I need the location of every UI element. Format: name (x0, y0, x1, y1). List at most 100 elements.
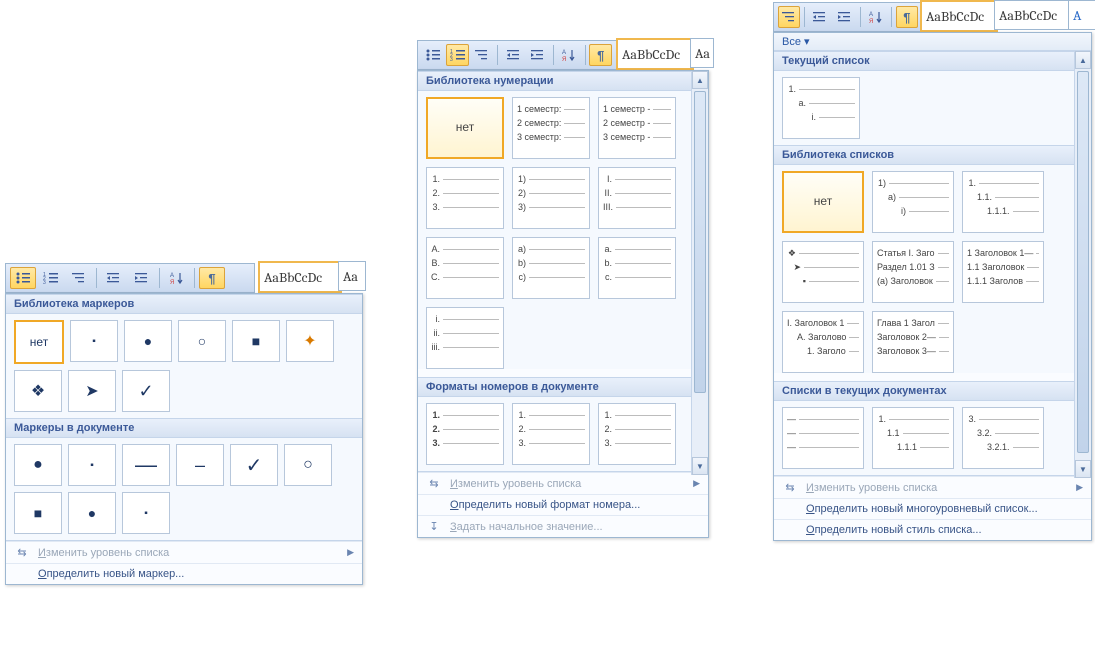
bullet-tile-disc2[interactable]: ● (68, 492, 116, 534)
list-tile[interactable]: I.II.III. (598, 167, 676, 229)
multilevel-button[interactable] (471, 44, 493, 66)
menu-label: Изменить уровень списка (450, 478, 581, 490)
bullet-tile-circle[interactable]: ○ (178, 320, 226, 362)
list-tile[interactable]: 1.2.3. (598, 403, 676, 465)
indent-increase-button[interactable] (833, 6, 855, 28)
list-tile-none[interactable]: нет (782, 171, 864, 233)
bullet-tile-disc[interactable]: ● (124, 320, 172, 362)
separator (585, 45, 586, 65)
numbering-library-header: Библиотека нумерации (418, 71, 708, 91)
list-tile[interactable]: a)b)c) (512, 237, 590, 299)
list-tile[interactable]: 1.1.11.1.1 (872, 407, 954, 469)
style-normal[interactable]: AaBbCcDc (258, 261, 342, 293)
svg-text:A: A (170, 273, 174, 279)
menu-define-new-number-format[interactable]: Определить новый формат номера... (418, 494, 708, 515)
list-tile[interactable]: 1.2.3. (426, 167, 504, 229)
indent-increase-button[interactable] (129, 267, 155, 289)
number-icon: ↧ (426, 520, 442, 533)
bullet-tile-check[interactable]: ✓ (122, 370, 170, 412)
sort-button[interactable]: AЯ (865, 6, 887, 28)
menu-define-new-bullet[interactable]: Определить новый маркер... (6, 563, 362, 584)
bullet-tile-4diamond[interactable]: ❖ (14, 370, 62, 412)
list-tile[interactable]: Статья I. ЗагоРаздел 1.01 З(a) Заголовок (872, 241, 954, 303)
bullet-tile-square[interactable]: ■ (232, 320, 280, 362)
menu-change-list-level[interactable]: ⇆ Изменить уровень списка ▶ (6, 541, 362, 563)
numbering-panel: Библиотека нумерации нет1 семестр:2 семе… (417, 70, 709, 538)
bullets-library-header: Библиотека маркеров (6, 294, 362, 314)
menu-set-numbering-value[interactable]: ↧ Задать начальное значение... (418, 515, 708, 537)
list-tile[interactable]: ❖➤▪ (782, 241, 864, 303)
list-tile[interactable]: 1.2.3. (426, 403, 504, 465)
numbering-button[interactable]: 123 (446, 44, 468, 66)
indent-increase-button[interactable] (527, 44, 549, 66)
menu-change-list-level[interactable]: ⇆ Изменить уровень списка ▶ (774, 476, 1091, 498)
style-preview-text: Aa (343, 268, 358, 285)
list-tile[interactable]: 3.3.2.3.2.1. (962, 407, 1044, 469)
bullet-tile-4color[interactable]: ✦ (286, 320, 334, 362)
numbering-button[interactable]: 123 (38, 267, 64, 289)
bullets-button[interactable] (422, 44, 444, 66)
multilevel-all-dropdown[interactable]: Все ▾ (774, 33, 1091, 51)
bullet-tile-none[interactable]: нет (14, 320, 64, 364)
list-tile[interactable]: 1.2.3. (512, 403, 590, 465)
pilcrow-button[interactable]: ¶ (589, 44, 611, 66)
bullets-button[interactable] (10, 267, 36, 289)
style-next[interactable]: AaBbCcDc (994, 0, 1070, 30)
scroll-down-icon[interactable]: ▼ (1075, 460, 1091, 478)
style-next2[interactable]: A (1068, 0, 1095, 30)
style-normal[interactable]: AaBbCcDc (616, 38, 694, 70)
list-tile[interactable]: 1 Заголовок 1—1.1 Заголовок1.1.1 Заголов (962, 241, 1044, 303)
scroll-thumb[interactable] (694, 91, 706, 393)
list-tile-none[interactable]: нет (426, 97, 504, 159)
list-tile[interactable]: ——— (782, 407, 864, 469)
scroll-down-icon[interactable]: ▼ (692, 457, 708, 475)
style-next[interactable]: Aa (338, 261, 366, 291)
indent-decrease-button[interactable] (809, 6, 831, 28)
list-tile[interactable]: i.ii.iii. (426, 307, 504, 369)
bullet-tile-dash[interactable]: ▪ (70, 320, 118, 362)
scroll-thumb[interactable] (1077, 71, 1089, 453)
scroll-up-icon[interactable]: ▲ (1075, 51, 1091, 69)
list-tile[interactable]: 1)a)i) (872, 171, 954, 233)
indent-decrease-button[interactable] (101, 267, 127, 289)
sort-button[interactable]: AЯ (558, 44, 580, 66)
multilevel-doc-header: Списки в текущих документах (774, 381, 1091, 401)
menu-label: Определить новый маркер... (38, 568, 184, 580)
menu-define-new-multilevel[interactable]: Определить новый многоуровневый список..… (774, 498, 1091, 519)
list-tile[interactable]: 1 семестр -2 семестр -3 семестр - (598, 97, 676, 159)
list-tile[interactable]: 1.1.1.1.1.1. (962, 171, 1044, 233)
bullet-tile-check[interactable]: ✓ (230, 444, 278, 486)
separator (804, 7, 805, 27)
list-tile[interactable]: 1 семестр:2 семестр:3 семестр: (512, 97, 590, 159)
bullet-tile-en-dash[interactable]: – (176, 444, 224, 486)
scrollbar[interactable]: ▲ ▼ (1074, 51, 1091, 478)
list-tile[interactable]: A.B.C. (426, 237, 504, 299)
multilevel-button[interactable] (66, 267, 92, 289)
bullet-tile-arrow[interactable]: ➤ (68, 370, 116, 412)
list-tile[interactable]: a.b.c. (598, 237, 676, 299)
list-tile[interactable]: Глава 1 ЗаголЗаголовок 2—Заголовок 3— (872, 311, 954, 373)
multilevel-button[interactable] (778, 6, 800, 28)
menu-define-new-list-style[interactable]: Определить новый стиль списка... (774, 519, 1091, 540)
menu-change-list-level[interactable]: ⇆ Изменить уровень списка ▶ (418, 472, 708, 494)
bullet-tile-em-dash[interactable]: — (122, 444, 170, 486)
sort-button[interactable]: AЯ (164, 267, 190, 289)
bullets-doc-header: Маркеры в документе (6, 418, 362, 438)
scrollbar[interactable]: ▲ ▼ (691, 71, 708, 475)
bullet-tile-circle[interactable]: ○ (284, 444, 332, 486)
pilcrow-button[interactable]: ¶ (896, 6, 918, 28)
list-tile[interactable]: I. Заголовок 1A. Заголово1. Заголо (782, 311, 864, 373)
style-preview-text: AaBbCcDc (926, 8, 984, 25)
bullet-tile-dash2[interactable]: ▪ (122, 492, 170, 534)
pilcrow-button[interactable]: ¶ (199, 267, 225, 289)
scroll-up-icon[interactable]: ▲ (692, 71, 708, 89)
separator (96, 268, 97, 288)
bullet-tile-disc[interactable]: ● (14, 444, 62, 486)
bullet-tile-dash-s[interactable]: ▪ (68, 444, 116, 486)
list-tile[interactable]: 1)2)3) (512, 167, 590, 229)
bullet-tile-square[interactable]: ■ (14, 492, 62, 534)
style-next[interactable]: Aa (690, 38, 714, 68)
indent-decrease-button[interactable] (502, 44, 524, 66)
list-tile[interactable]: 1.a.i. (782, 77, 860, 139)
style-normal[interactable]: AaBbCcDc (920, 0, 998, 32)
